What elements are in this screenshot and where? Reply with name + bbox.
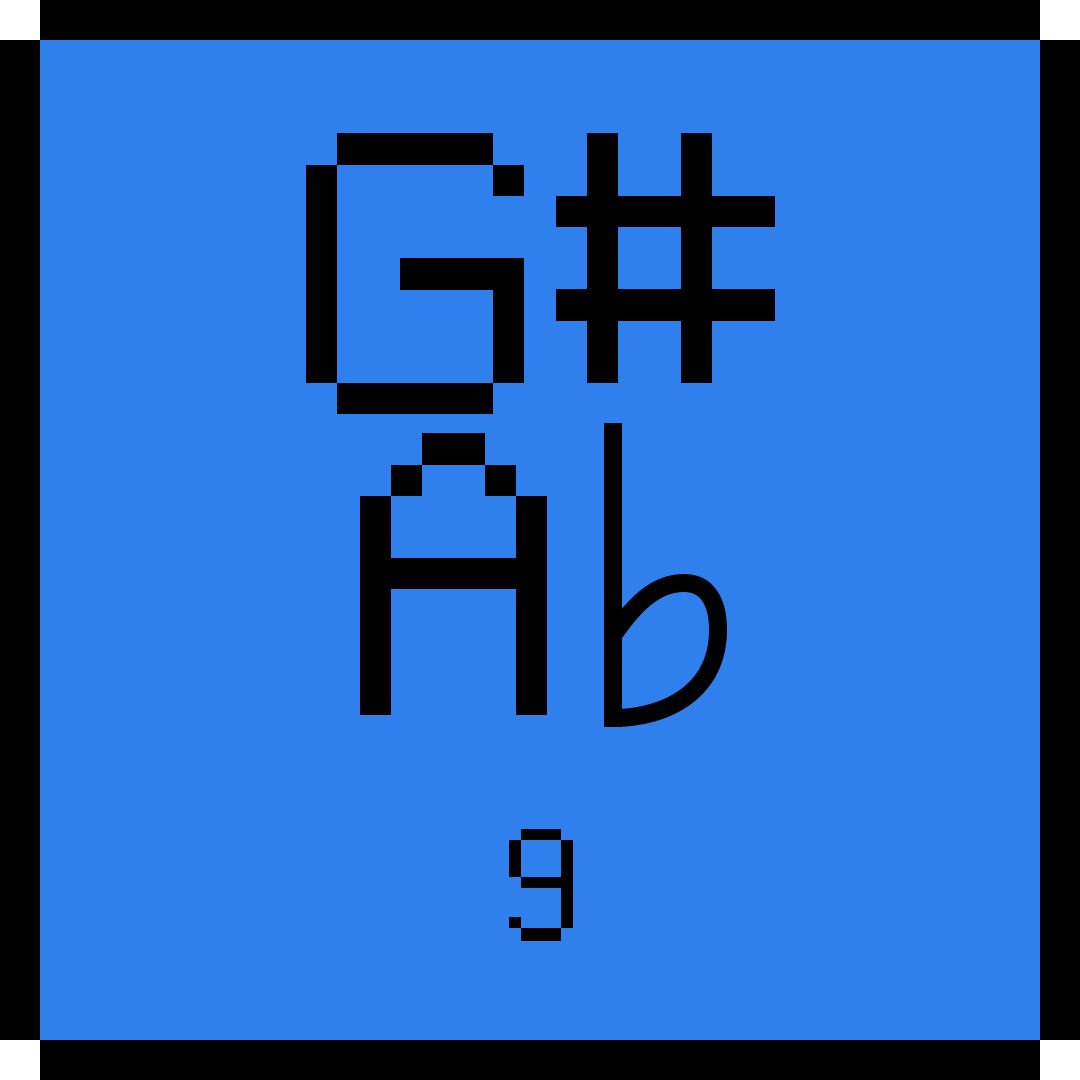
sharp-note-label: G# [306,133,775,414]
tile-border-bottom [40,1040,1040,1080]
tile-border-top [40,0,1040,40]
tile-border-right [1040,40,1080,1040]
tile-border-left [0,40,40,1040]
note-number: 9 [509,829,573,941]
flat-note-label: Ab [360,423,728,727]
